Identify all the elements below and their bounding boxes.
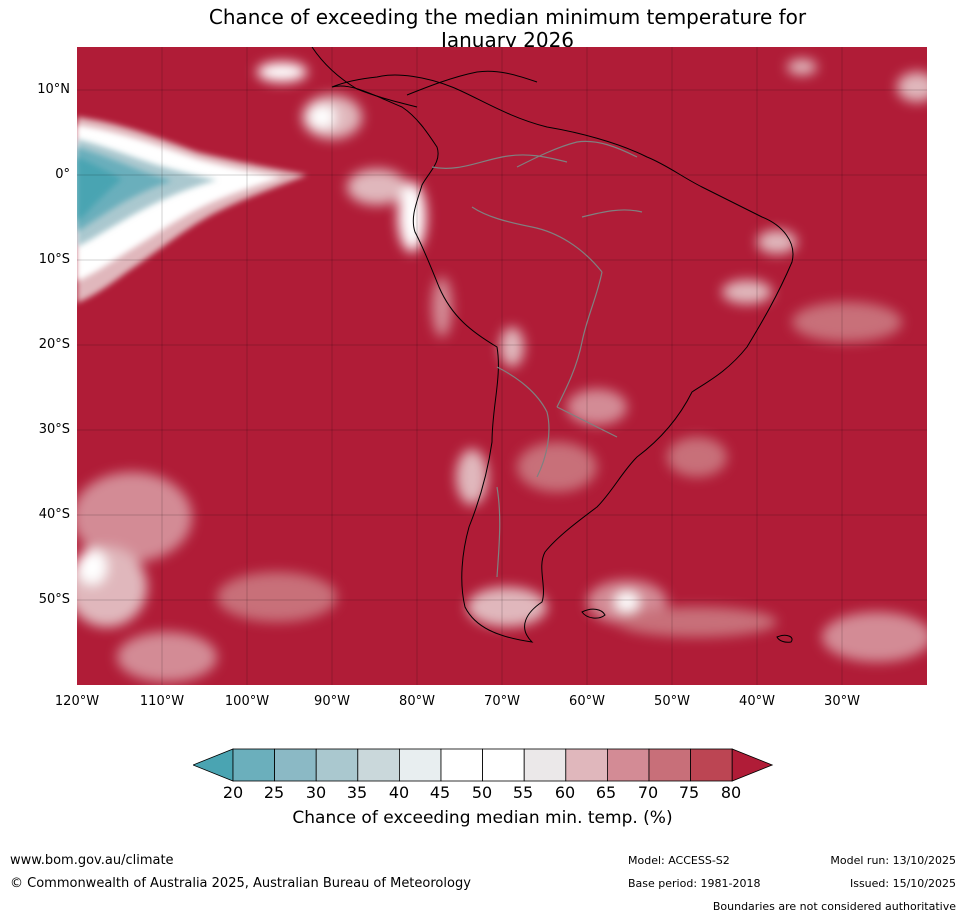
colorbar-tick-50: 50 bbox=[471, 783, 493, 802]
colorbar-swatches bbox=[193, 748, 774, 782]
graticule bbox=[77, 47, 927, 685]
colorbar-extend-low bbox=[193, 748, 234, 782]
colorbar-tick-30: 30 bbox=[305, 783, 327, 802]
colorbar-tick-55: 55 bbox=[512, 783, 534, 802]
disclaimer-text: Boundaries are not considered authoritat… bbox=[712, 900, 956, 913]
central-america-coastline bbox=[311, 47, 418, 108]
probability-map bbox=[77, 47, 927, 685]
lat-label-40s: 40°S bbox=[38, 507, 70, 522]
colorbar-tick-35: 35 bbox=[346, 783, 368, 802]
colorbar-tick-60: 60 bbox=[554, 783, 576, 802]
lat-label-0: 0° bbox=[55, 167, 70, 182]
lon-label-50w: 50°W bbox=[654, 694, 690, 709]
colorbar-swatch bbox=[315, 748, 359, 782]
lon-label-90w: 90°W bbox=[314, 694, 350, 709]
model-run-info: Model run: 13/10/2025 bbox=[830, 854, 956, 867]
lon-label-100w: 100°W bbox=[224, 694, 270, 709]
falkland-islands bbox=[581, 608, 606, 619]
colorbar-tick-40: 40 bbox=[388, 783, 410, 802]
colorbar-swatch bbox=[648, 748, 691, 782]
colorbar-tick-20: 20 bbox=[222, 783, 244, 802]
country-borders bbox=[431, 140, 643, 578]
cool-anomaly-region bbox=[77, 117, 307, 303]
lon-label-80w: 80°W bbox=[399, 694, 435, 709]
south-america-coastline bbox=[331, 74, 794, 643]
lon-label-120w: 120°W bbox=[54, 694, 100, 709]
copyright-text: © Commonwealth of Australia 2025, Austra… bbox=[10, 876, 471, 891]
colorbar-swatch bbox=[232, 748, 275, 782]
colorbar-swatch bbox=[357, 748, 400, 782]
lon-label-40w: 40°W bbox=[739, 694, 775, 709]
lat-label-10s: 10°S bbox=[38, 252, 70, 267]
colorbar-swatch bbox=[440, 748, 483, 782]
colorbar-swatch bbox=[523, 748, 567, 782]
lat-label-10n: 10°N bbox=[37, 82, 70, 97]
colorbar-tick-65: 65 bbox=[595, 783, 617, 802]
website-link[interactable]: www.bom.gov.au/climate bbox=[10, 853, 174, 868]
colorbar-swatch bbox=[690, 748, 733, 782]
map-canvas bbox=[77, 47, 927, 685]
lon-label-30w: 30°W bbox=[824, 694, 860, 709]
light-anomaly-patches bbox=[77, 59, 927, 682]
colorbar-tick-75: 75 bbox=[678, 783, 700, 802]
map-title-line1: Chance of exceeding the median minimum t… bbox=[208, 5, 807, 29]
lon-label-70w: 70°W bbox=[484, 694, 520, 709]
lat-label-20s: 20°S bbox=[38, 337, 70, 352]
colorbar-swatch bbox=[606, 748, 650, 782]
colorbar-tick-45: 45 bbox=[429, 783, 451, 802]
lon-label-60w: 60°W bbox=[569, 694, 605, 709]
colorbar-swatch bbox=[398, 748, 442, 782]
lon-label-110w: 110°W bbox=[139, 694, 185, 709]
colorbar-swatch bbox=[274, 748, 317, 782]
model-info: Model: ACCESS-S2 bbox=[628, 854, 730, 867]
colorbar-label: Chance of exceeding median min. temp. (%… bbox=[292, 808, 673, 828]
lat-label-30s: 30°S bbox=[38, 422, 70, 437]
colorbar-extend-high bbox=[731, 748, 774, 782]
colorbar-tick-70: 70 bbox=[637, 783, 659, 802]
colorbar-swatch bbox=[482, 748, 525, 782]
colorbar bbox=[193, 748, 774, 782]
colorbar-swatch bbox=[565, 748, 608, 782]
colorbar-tick-80: 80 bbox=[720, 783, 742, 802]
island-small bbox=[776, 634, 793, 643]
colorbar-tick-25: 25 bbox=[263, 783, 285, 802]
map-background bbox=[77, 47, 927, 685]
issued-info: Issued: 15/10/2025 bbox=[849, 877, 956, 890]
caribbean-coastline bbox=[406, 70, 538, 96]
lat-label-50s: 50°S bbox=[38, 592, 70, 607]
base-period-info: Base period: 1981-2018 bbox=[628, 877, 761, 890]
